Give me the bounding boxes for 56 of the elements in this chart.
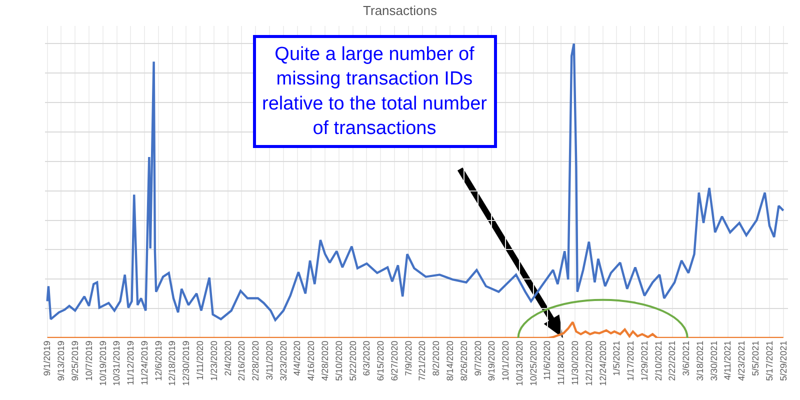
x-tick-label: 11/18/2020 [556,340,566,386]
x-tick-label: 10/7/2019 [84,340,94,381]
x-tick-label: 11/24/2019 [139,340,150,386]
x-tick-label: 8/2/2020 [431,340,442,376]
x-tick-label: 10/19/2019 [98,340,108,386]
x-tick-label: 2/16/2020 [236,340,247,381]
x-tick-label: 6/3/2020 [362,340,372,376]
x-tick-label: 4/11/2021 [722,340,733,380]
x-tick-label: 10/1/2020 [500,340,511,381]
x-tick-label: 10/13/2020 [514,340,524,386]
x-tick-label: 9/19/2020 [486,340,497,381]
x-tick-label: 4/4/2020 [292,340,302,376]
x-tick-label: 3/30/2021 [708,340,719,381]
x-tick-label: 6/15/2020 [376,340,386,381]
x-tick-label: 9/25/2019 [70,340,80,381]
x-tick-label: 4/16/2020 [306,340,316,381]
x-tick-label: 10/25/2020 [528,340,538,386]
x-tick-label: 3/11/2020 [264,340,274,380]
x-tick-label: 12/6/2019 [153,340,164,381]
x-tick-label: 12/30/2019 [181,340,192,386]
x-tick-label: 1/11/2020 [195,340,206,380]
x-tick-label: 6/27/2020 [389,340,400,381]
x-tick-label: 8/14/2020 [444,340,455,381]
x-tick-label: 12/18/2019 [167,340,178,386]
x-tick-label: 10/31/2019 [112,340,122,386]
x-tick-label: 5/22/2020 [348,340,358,381]
x-tick-label: 11/12/2019 [126,340,136,386]
x-tick-label: 11/6/2020 [542,340,552,380]
x-tick-label: 2/4/2020 [222,340,233,376]
annotation: Quite a large number of missing transaction IDs relative to the total number of transactions [262,44,488,140]
x-tick-label: 2/10/2021 [653,340,664,381]
x-tick-label: 4/23/2021 [736,340,747,381]
x-tick-label: 7/21/2020 [417,340,428,381]
x-tick-label: 8/26/2020 [458,340,469,381]
x-tick-label: 9/1/2019 [42,340,52,376]
x-tick-label: 7/9/2020 [403,340,414,376]
x-tick-label: 5/17/2021 [764,340,774,381]
x-tick-label: 1/29/2021 [639,340,650,381]
x-tick-label: 4/28/2020 [320,340,330,381]
x-tick-label: 1/23/2020 [208,340,219,381]
x-tick-label: 9/7/2020 [472,340,483,376]
x-tick-label: 2/22/2021 [667,340,678,381]
x-tick-label: 1/5/2021 [612,340,622,376]
x-tick-label: 11/30/2020 [570,340,580,386]
x-tick-label: 12/24/2020 [598,340,608,386]
x-tick-label: 3/18/2021 [694,340,705,381]
x-tick-label: 5/29/2021 [778,340,788,381]
x-tick-label: 9/13/2019 [56,340,66,381]
x-tick-label: 1/17/2021 [626,340,636,381]
x-tick-label: 12/12/2020 [584,340,594,386]
x-tick-label: 3/23/2020 [278,340,288,381]
x-tick-label: 5/10/2020 [334,340,344,381]
chart-title: Transactions [363,3,438,18]
x-tick-label: 3/6/2021 [681,340,692,376]
x-tick-label: 5/5/2021 [750,340,761,376]
x-tick-label: 2/28/2020 [250,340,261,381]
